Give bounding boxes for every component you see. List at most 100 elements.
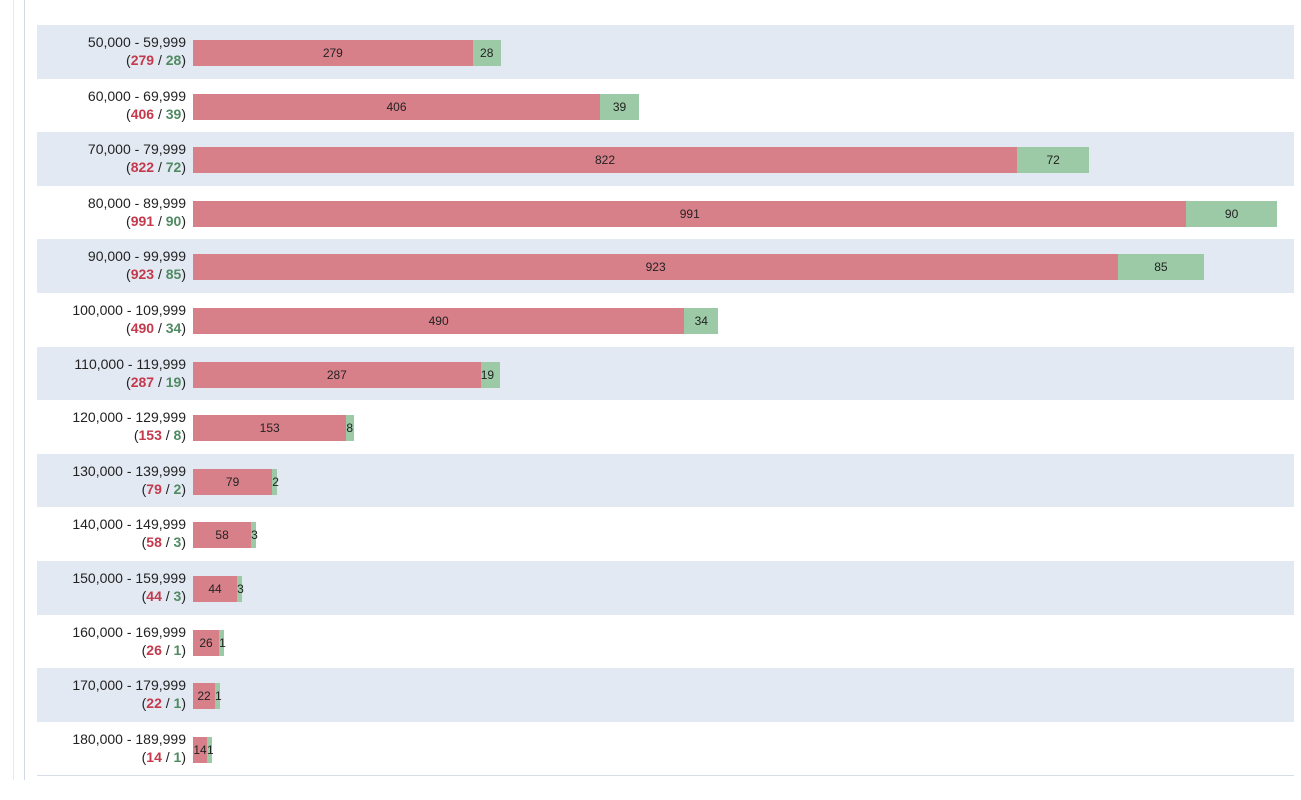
category-label: 70,000 - 79,999 (822 / 72)	[88, 140, 186, 176]
chart-bottom-line	[37, 775, 1294, 776]
category-label: 180,000 - 189,999 (14 / 1)	[72, 730, 186, 766]
category-label: 50,000 - 59,999 (279 / 28)	[88, 33, 186, 69]
category-counts: (406 / 39)	[126, 105, 186, 122]
bar-red: 26	[193, 629, 220, 656]
category-label: 60,000 - 69,999 (406 / 39)	[88, 87, 186, 123]
bar-green: 3	[251, 522, 258, 549]
category-range: 130,000 - 139,999	[72, 462, 186, 479]
chart-row: 170,000 - 179,999 (22 / 1) 22 1	[37, 668, 1294, 722]
bar-green: 39	[600, 93, 640, 120]
category-label: 170,000 - 179,999 (22 / 1)	[72, 676, 186, 712]
left-rule-inner	[24, 0, 25, 780]
red-count: 26	[146, 641, 162, 658]
green-count: 1	[173, 748, 182, 765]
red-count: 287	[130, 373, 155, 390]
category-range: 120,000 - 129,999	[72, 409, 186, 426]
red-count: 406	[130, 105, 155, 122]
green-count: 19	[165, 373, 182, 390]
category-range: 90,000 - 99,999	[87, 248, 186, 265]
green-count: 1	[173, 641, 182, 658]
bar-red: 22	[193, 683, 216, 710]
green-count: 8	[173, 427, 182, 444]
category-range: 80,000 - 89,999	[87, 194, 186, 211]
category-range: 100,000 - 109,999	[72, 301, 186, 318]
chart-row: 80,000 - 89,999 (991 / 90) 991 90	[37, 186, 1294, 240]
bar-red: 406	[193, 93, 600, 120]
bar-red: 79	[193, 468, 273, 495]
bar-red: 822	[193, 147, 1018, 174]
chart-row: 110,000 - 119,999 (287 / 19) 287 19	[37, 346, 1294, 401]
bar-green: 1	[215, 683, 222, 710]
category-label: 150,000 - 159,999 (44 / 3)	[72, 569, 186, 605]
bar-red: 153	[193, 415, 347, 442]
category-counts: (26 / 1)	[141, 641, 186, 658]
green-count: 90	[165, 212, 182, 229]
bar-green: 19	[480, 361, 500, 388]
red-count: 44	[146, 587, 162, 604]
category-label: 140,000 - 149,999 (58 / 3)	[72, 515, 186, 551]
chart-row: 70,000 - 79,999 (822 / 72) 822 72	[37, 132, 1294, 186]
bar-red: 287	[193, 361, 481, 388]
red-count: 14	[146, 748, 162, 765]
category-label: 100,000 - 109,999 (490 / 34)	[72, 301, 186, 337]
chart-row: 90,000 - 99,999 (923 / 85) 923 85	[37, 239, 1294, 293]
category-counts: (822 / 72)	[126, 159, 186, 176]
category-counts: (22 / 1)	[141, 695, 186, 712]
category-range: 110,000 - 119,999	[74, 355, 186, 372]
category-counts: (490 / 34)	[126, 319, 186, 336]
red-count: 991	[130, 212, 155, 229]
bar-red: 923	[193, 254, 1119, 281]
green-count: 1	[173, 695, 182, 712]
category-counts: (79 / 2)	[141, 480, 186, 497]
bar-green: 1	[219, 629, 226, 656]
category-label: 120,000 - 129,999 (153 / 8)	[72, 408, 186, 444]
category-range: 150,000 - 159,999	[72, 569, 186, 586]
bar-green: 72	[1017, 147, 1090, 174]
bar-chart: 50,000 - 59,999 (279 / 28) 279 28 60,000 - 6…	[37, 25, 1294, 775]
bar-green: 90	[1186, 200, 1277, 227]
category-counts: (923 / 85)	[126, 266, 186, 283]
green-count: 39	[165, 105, 182, 122]
category-range: 160,000 - 169,999	[72, 623, 186, 640]
category-label: 110,000 - 119,999 (287 / 19)	[74, 355, 186, 391]
chart-row: 150,000 - 159,999 (44 / 3) 44 3	[37, 560, 1294, 615]
category-counts: (58 / 3)	[141, 534, 186, 551]
chart-row: 130,000 - 139,999 (79 / 2) 79 2	[37, 453, 1294, 508]
bar-green: 8	[346, 415, 355, 442]
green-count: 2	[173, 480, 182, 497]
green-count: 85	[165, 266, 182, 283]
chart-row: 60,000 - 69,999 (406 / 39) 406 39	[37, 79, 1294, 133]
chart-row: 140,000 - 149,999 (58 / 3) 58 3	[37, 507, 1294, 561]
category-counts: (14 / 1)	[141, 748, 186, 765]
category-range: 60,000 - 69,999	[87, 87, 186, 104]
bar-green: 85	[1118, 254, 1204, 281]
bar-red: 58	[193, 522, 252, 549]
chart-row: 160,000 - 169,999 (26 / 1) 26 1	[37, 615, 1294, 669]
bar-red: 14	[193, 736, 208, 763]
category-range: 170,000 - 179,999	[72, 677, 186, 694]
category-range: 140,000 - 149,999	[72, 516, 186, 533]
bar-red: 490	[193, 307, 685, 334]
green-count: 3	[173, 587, 182, 604]
chart-row: 50,000 - 59,999 (279 / 28) 279 28	[37, 25, 1294, 79]
bar-green: 2	[272, 468, 279, 495]
category-counts: (153 / 8)	[133, 427, 186, 444]
green-count: 3	[173, 534, 182, 551]
red-count: 79	[146, 480, 162, 497]
chart-row: 180,000 - 189,999 (14 / 1) 14 1	[37, 722, 1294, 776]
bar-green: 1	[207, 736, 214, 763]
red-count: 22	[146, 695, 162, 712]
category-counts: (287 / 19)	[126, 373, 186, 390]
category-counts: (44 / 3)	[141, 587, 186, 604]
category-label: 160,000 - 169,999 (26 / 1)	[72, 623, 186, 659]
green-count: 72	[165, 159, 182, 176]
chart-row: 120,000 - 129,999 (153 / 8) 153 8	[37, 400, 1294, 454]
red-count: 153	[138, 427, 162, 444]
left-rule	[13, 0, 14, 780]
category-range: 70,000 - 79,999	[87, 141, 186, 158]
bar-red: 44	[193, 575, 238, 602]
bar-red: 279	[193, 40, 473, 66]
red-count: 923	[130, 266, 155, 283]
category-label: 130,000 - 139,999 (79 / 2)	[72, 462, 186, 498]
bar-red: 991	[193, 200, 1187, 227]
